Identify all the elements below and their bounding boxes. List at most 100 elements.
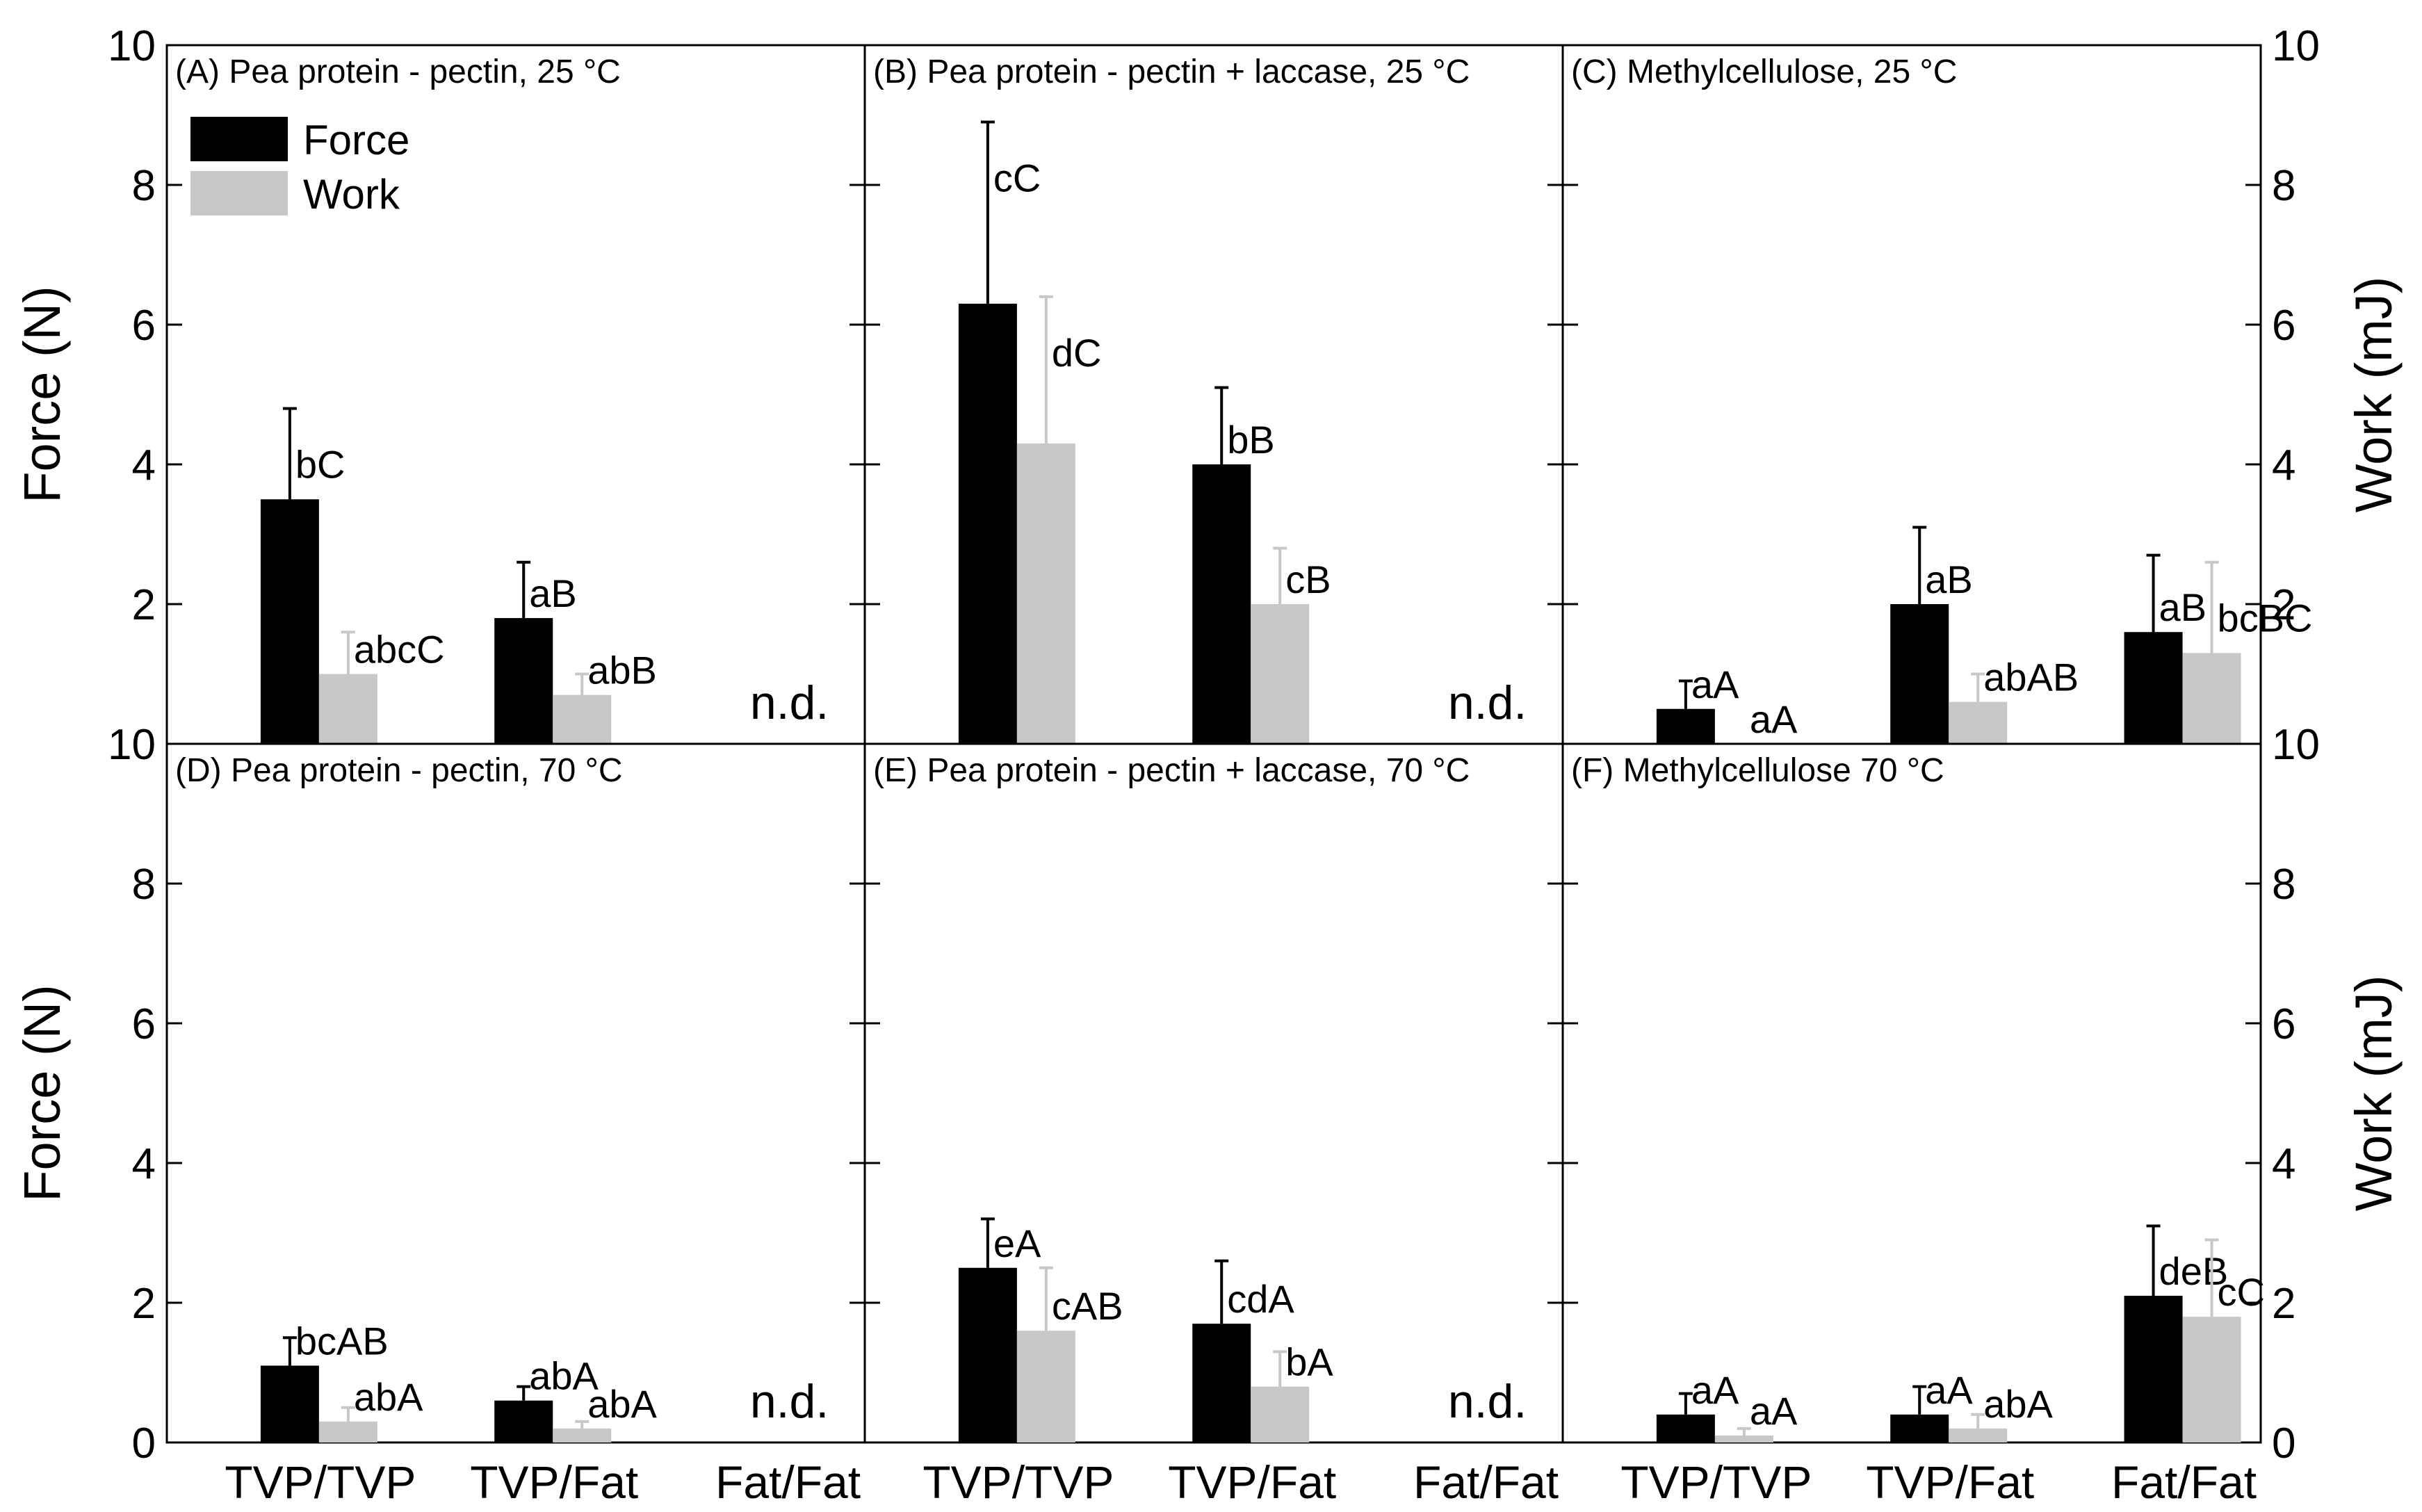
work-bar xyxy=(1714,1435,1773,1442)
work-significance-label: abA xyxy=(1983,1382,2053,1426)
work-significance-label: bA xyxy=(1285,1340,1333,1384)
force-significance-label: aB xyxy=(1925,558,1973,601)
panel-title: (D) Pea protein - pectin, 70 °C xyxy=(175,752,622,789)
work-significance-label: abA xyxy=(587,1382,657,1426)
x-tick-label: Fat/Fat xyxy=(715,1456,861,1508)
force-significance-label: deB xyxy=(2159,1249,2229,1293)
work-bar xyxy=(2182,653,2241,744)
y-tick-label-left: 8 xyxy=(132,162,156,210)
work-significance-label: dC xyxy=(1052,331,1102,375)
not-detected-label: n.d. xyxy=(1448,1375,1527,1428)
x-tick-label: TVP/TVP xyxy=(1620,1456,1812,1508)
work-bar xyxy=(553,1428,612,1442)
work-bar xyxy=(318,674,377,744)
work-significance-label: cAB xyxy=(1052,1284,1123,1328)
y-tick-label-right: 6 xyxy=(2272,1000,2295,1048)
force-bar xyxy=(1890,1414,1949,1442)
work-bar xyxy=(2182,1317,2241,1442)
y-tick-label-left: 2 xyxy=(132,1280,156,1328)
work-bar xyxy=(1016,443,1075,744)
work-bar xyxy=(1016,1331,1075,1442)
panel-title: (F) Methylcellulose 70 °C xyxy=(1571,752,1944,789)
not-detected-label: n.d. xyxy=(750,1375,829,1428)
y-tick-label-right: 8 xyxy=(2272,162,2295,210)
force-significance-label: aA xyxy=(1925,1368,1973,1412)
force-bar xyxy=(1656,708,1715,744)
force-significance-label: aB xyxy=(529,571,577,615)
work-significance-label: abAB xyxy=(1983,656,2079,699)
force-bar xyxy=(1192,1324,1251,1442)
y-tick-label-left: 4 xyxy=(132,1140,156,1188)
x-tick-label: TVP/Fat xyxy=(470,1456,638,1508)
work-bar xyxy=(1251,604,1310,744)
panel-frame xyxy=(165,742,866,1444)
work-bar xyxy=(1251,1386,1310,1442)
force-bar xyxy=(494,618,553,744)
y-tick-label-right: 0 xyxy=(2272,1420,2295,1468)
work-significance-label: bcBC xyxy=(2218,596,2313,640)
force-significance-label: cdA xyxy=(1227,1277,1294,1321)
y-axis-title-right: Work (mJ) xyxy=(2345,277,2403,513)
work-significance-label: abB xyxy=(587,649,657,692)
legend-swatch-force xyxy=(190,117,288,161)
force-bar xyxy=(260,1365,319,1442)
y-tick-label-right: 4 xyxy=(2272,441,2295,489)
y-axis-title-right: Work (mJ) xyxy=(2345,975,2403,1212)
work-significance-label: abcC xyxy=(354,628,445,672)
y-tick-label-left: 0 xyxy=(132,1420,156,1468)
force-bar xyxy=(958,1267,1017,1442)
not-detected-label: n.d. xyxy=(1448,676,1527,729)
x-tick-label: Fat/Fat xyxy=(1413,1456,1559,1508)
y-tick-label-right: 4 xyxy=(2272,1140,2295,1188)
y-tick-label-right: 6 xyxy=(2272,302,2295,350)
y-tick-label-left: 2 xyxy=(132,581,156,629)
force-significance-label: cC xyxy=(993,156,1041,200)
not-detected-label: n.d. xyxy=(750,676,829,729)
y-tick-label-right: 10 xyxy=(2272,22,2320,70)
force-significance-label: bB xyxy=(1227,418,1275,462)
force-significance-label: aB xyxy=(2159,585,2207,629)
force-bar xyxy=(494,1400,553,1442)
force-bar xyxy=(1890,604,1949,744)
y-tick-label-left: 6 xyxy=(132,1000,156,1048)
force-bar xyxy=(1192,464,1251,744)
force-bar xyxy=(2124,632,2183,744)
force-bar xyxy=(2124,1295,2183,1442)
force-significance-label: bC xyxy=(295,443,346,487)
force-bar xyxy=(1656,1414,1715,1442)
x-tick-label: TVP/TVP xyxy=(923,1456,1114,1508)
x-tick-label: TVP/TVP xyxy=(225,1456,416,1508)
y-tick-label-left: 4 xyxy=(132,441,156,489)
panel-title: (C) Methylcellulose, 25 °C xyxy=(1571,54,1957,90)
legend-label-work: Work xyxy=(303,171,400,218)
work-significance-label: aA xyxy=(1750,697,1798,741)
y-tick-label-right: 2 xyxy=(2272,581,2295,629)
x-tick-label: Fat/Fat xyxy=(2111,1456,2257,1508)
y-axis-title-left: Force (N) xyxy=(13,286,71,503)
work-bar xyxy=(1949,1428,2008,1442)
force-significance-label: aA xyxy=(1691,1368,1739,1412)
panel-title: (E) Pea protein - pectin + laccase, 70 °… xyxy=(873,752,1470,789)
force-significance-label: abA xyxy=(529,1354,599,1398)
y-tick-label-right: 2 xyxy=(2272,1280,2295,1328)
y-tick-label-left: 10 xyxy=(108,721,156,769)
work-bar xyxy=(318,1421,377,1442)
work-significance-label: cB xyxy=(1285,558,1331,601)
work-significance-label: cC xyxy=(2218,1270,2265,1314)
panel-title: (B) Pea protein - pectin + laccase, 25 °… xyxy=(873,54,1470,90)
x-tick-label: TVP/Fat xyxy=(1168,1456,1336,1508)
y-tick-label-left: 8 xyxy=(132,861,156,909)
legend-swatch-work xyxy=(190,171,288,216)
y-tick-label-left: 6 xyxy=(132,302,156,350)
force-significance-label: eA xyxy=(993,1221,1041,1265)
work-bar xyxy=(1949,701,2008,744)
y-tick-label-left: 10 xyxy=(108,22,156,70)
force-bar xyxy=(958,303,1017,745)
force-significance-label: bcAB xyxy=(295,1319,389,1363)
legend-label-force: Force xyxy=(303,117,409,163)
y-tick-label-right: 8 xyxy=(2272,861,2295,909)
work-significance-label: abA xyxy=(354,1375,423,1419)
panel-title: (A) Pea protein - pectin, 25 °C xyxy=(175,54,621,90)
force-bar xyxy=(260,499,319,744)
